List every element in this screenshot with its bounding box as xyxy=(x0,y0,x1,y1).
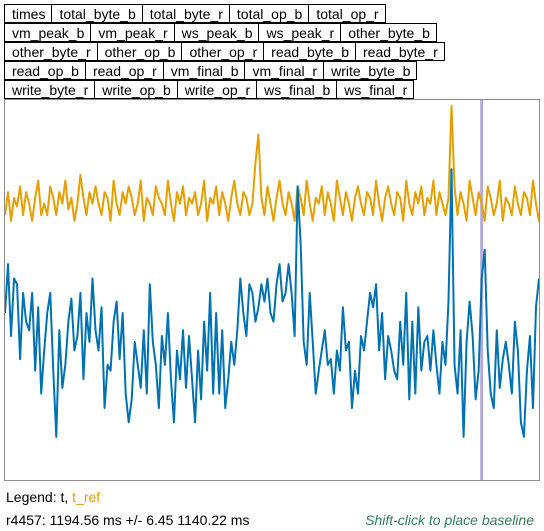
metric-button-vm-final-b[interactable]: vm_final_b xyxy=(162,61,245,80)
metric-button-write-op-r[interactable]: write_op_r xyxy=(176,80,257,99)
legend-series-t: t xyxy=(60,489,65,505)
metric-button-write-byte-r[interactable]: write_byte_r xyxy=(4,80,95,99)
metric-button-read-byte-b[interactable]: read_byte_b xyxy=(263,42,356,61)
metric-button-read-byte-r[interactable]: read_byte_r xyxy=(355,42,445,61)
metric-button-ws-peak-r[interactable]: ws_peak_r xyxy=(258,23,341,42)
stats-readout: r4457: 1194.56 ms +/- 6.45 1140.22 ms xyxy=(6,512,250,528)
metric-button-times[interactable]: times xyxy=(4,4,52,23)
metric-row: write_byte_r write_op_b write_op_r ws_final… xyxy=(4,80,540,99)
timing-chart[interactable] xyxy=(5,100,539,480)
metric-selector: times total_byte_b total_byte_r total_op_b t… xyxy=(4,4,540,99)
metric-button-vm-final-r[interactable]: vm_final_r xyxy=(244,61,324,80)
legend-prefix: Legend: xyxy=(6,489,61,505)
metric-button-total-op-r[interactable]: total_op_r xyxy=(308,4,386,23)
metric-button-write-byte-b[interactable]: write_byte_b xyxy=(323,61,418,80)
metric-button-total-byte-r[interactable]: total_byte_r xyxy=(141,4,229,23)
metric-row: read_op_b read_op_r vm_final_b vm_final_r wr… xyxy=(4,61,540,80)
metric-row: times total_byte_b total_byte_r total_op_b t… xyxy=(4,4,540,23)
metric-button-ws-peak-b[interactable]: ws_peak_b xyxy=(173,23,259,42)
legend-series-t-ref: t_ref xyxy=(72,489,101,505)
metric-button-ws-final-r[interactable]: ws_final_r xyxy=(336,80,415,99)
legend: Legend: t, t_ref xyxy=(6,489,100,505)
metric-button-read-op-r[interactable]: read_op_r xyxy=(84,61,163,80)
series-line-t-ref xyxy=(5,104,539,222)
metric-button-other-byte-b[interactable]: other_byte_b xyxy=(340,23,437,42)
metric-button-other-byte-r[interactable]: other_byte_r xyxy=(4,42,97,61)
metric-button-total-byte-b[interactable]: total_byte_b xyxy=(51,4,142,23)
metric-button-total-op-b[interactable]: total_op_b xyxy=(228,4,309,23)
metric-row: vm_peak_b vm_peak_r ws_peak_b ws_peak_r othe… xyxy=(4,23,540,42)
metric-button-other-op-b[interactable]: other_op_b xyxy=(96,42,182,61)
metric-button-vm-peak-r[interactable]: vm_peak_r xyxy=(90,23,174,42)
legend-separator: , xyxy=(64,489,73,505)
baseline-hint: Shift-click to place baseline xyxy=(365,512,534,528)
metric-button-write-op-b[interactable]: write_op_b xyxy=(94,80,177,99)
series-line-t xyxy=(5,168,539,438)
metric-button-ws-final-b[interactable]: ws_final_b xyxy=(256,80,337,99)
metric-button-vm-peak-b[interactable]: vm_peak_b xyxy=(4,23,91,42)
metric-button-read-op-b[interactable]: read_op_b xyxy=(4,61,85,80)
timing-plot[interactable] xyxy=(4,99,540,481)
metric-button-other-op-r[interactable]: other_op_r xyxy=(181,42,264,61)
metric-row: other_byte_r other_op_b other_op_r read_byt… xyxy=(4,42,540,61)
